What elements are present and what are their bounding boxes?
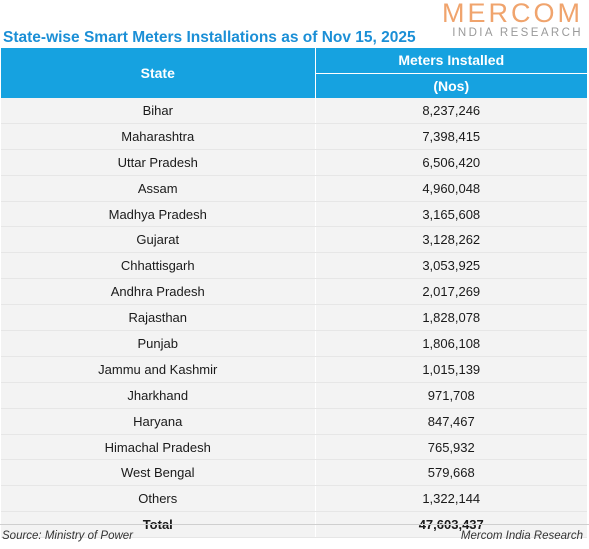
state-cell: Others — [1, 485, 316, 513]
meters-installed-cell: 1,015,139 — [315, 356, 587, 383]
meters-installed-cell: 1,828,078 — [315, 304, 587, 332]
state-cell: Madhya Pradesh — [1, 201, 316, 228]
state-cell: Bihar — [1, 98, 316, 124]
state-cell: Punjab — [1, 330, 316, 357]
table-row: West Bengal 579,668 — [1, 459, 587, 487]
chart-title: State-wise Smart Meters Installations as… — [3, 29, 416, 46]
meters-installed-cell: 3,165,608 — [315, 201, 587, 228]
table-body: Bihar 8,237,246 Maharashtra 7,398,415 Uttar … — [1, 98, 587, 539]
state-cell: Rajasthan — [1, 304, 316, 332]
meters-installed-cell: 579,668 — [315, 459, 587, 487]
table-row: Rajasthan 1,828,078 — [1, 304, 587, 332]
state-cell: Chhattisgarh — [1, 252, 316, 280]
state-cell: Gujarat — [1, 226, 316, 254]
meters-installed-cell: 2,017,269 — [315, 278, 587, 306]
table-row: Haryana 847,467 — [1, 408, 587, 435]
footer: Source: Ministry of Power Mercom India R… — [0, 524, 589, 549]
table-row: Himachal Pradesh 765,932 — [1, 434, 587, 461]
meters-installed-cell: 3,128,262 — [315, 226, 587, 254]
mercom-logo: MERCOM INDIA RESEARCH — [433, 0, 583, 40]
table-row: Uttar Pradesh 6,506,420 — [1, 149, 587, 176]
logo-wordmark: MERCOM — [442, 0, 583, 28]
state-cell: Haryana — [1, 408, 316, 435]
meters-installed-column-header: Meters Installed — [315, 48, 587, 74]
state-cell: Himachal Pradesh — [1, 434, 316, 461]
unit-column-header: (Nos) — [315, 73, 587, 98]
state-cell: Maharashtra — [1, 123, 316, 150]
table-row: Madhya Pradesh 3,165,608 — [1, 201, 587, 228]
smart-meters-table: State Meters Installed (Nos) Bihar 8,237,… — [1, 48, 587, 539]
meters-installed-cell: 1,322,144 — [315, 485, 587, 513]
table-row: Chhattisgarh 3,053,925 — [1, 252, 587, 280]
state-cell: Andhra Pradesh — [1, 278, 316, 306]
table-row: Punjab 1,806,108 — [1, 330, 587, 357]
meters-installed-cell: 971,708 — [315, 382, 587, 409]
meters-installed-cell: 7,398,415 — [315, 123, 587, 150]
meters-installed-cell: 4,960,048 — [315, 175, 587, 202]
meters-installed-cell: 8,237,246 — [315, 98, 587, 124]
source-note: Source: Ministry of Power — [2, 530, 134, 542]
table-row: Assam 4,960,048 — [1, 175, 587, 202]
meters-installed-cell: 765,932 — [315, 434, 587, 461]
meters-installed-cell: 1,806,108 — [315, 330, 587, 357]
state-column-header: State — [1, 48, 316, 98]
credit-note: Mercom India Research — [460, 530, 583, 542]
meters-installed-cell: 847,467 — [315, 408, 587, 435]
meters-installed-cell: 6,506,420 — [315, 149, 587, 176]
table-row: Jammu and Kashmir 1,015,139 — [1, 356, 587, 383]
meters-installed-cell: 3,053,925 — [315, 252, 587, 280]
logo-tagline: INDIA RESEARCH — [452, 27, 583, 39]
state-cell: Jharkhand — [1, 382, 316, 409]
state-cell: West Bengal — [1, 459, 316, 487]
table-row: Jharkhand 971,708 — [1, 382, 587, 409]
state-cell: Uttar Pradesh — [1, 149, 316, 176]
table-row: Andhra Pradesh 2,017,269 — [1, 278, 587, 306]
table-row: Others 1,322,144 — [1, 485, 587, 513]
table-row: Gujarat 3,128,262 — [1, 226, 587, 254]
state-cell: Assam — [1, 175, 316, 202]
table-row: Bihar 8,237,246 — [1, 98, 587, 124]
state-cell: Jammu and Kashmir — [1, 356, 316, 383]
table-row: Maharashtra 7,398,415 — [1, 123, 587, 150]
